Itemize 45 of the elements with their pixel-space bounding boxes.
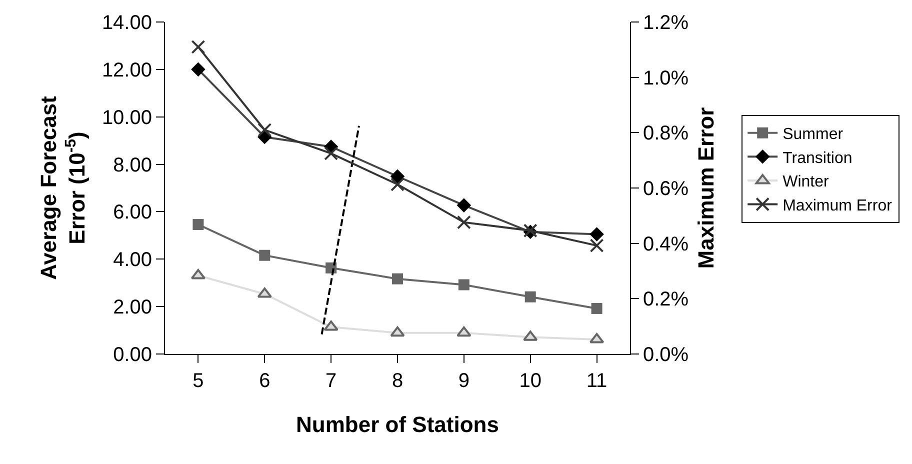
- y2-tick-label: 1.2%: [643, 12, 689, 34]
- x-tick-label: 6: [259, 370, 270, 392]
- point: [390, 326, 405, 337]
- y-tick-label: 6.00: [113, 202, 152, 224]
- point: [257, 288, 272, 298]
- y2-tick-label: 0.8%: [643, 122, 689, 145]
- y2-axis-title: Maximum Error: [694, 106, 719, 269]
- y2-tick-label: 1.0%: [643, 67, 689, 90]
- point: [458, 279, 470, 290]
- point: [324, 146, 338, 160]
- y-tick-label: 10.00: [102, 106, 152, 129]
- y2-tick-label: 0.6%: [643, 178, 689, 200]
- point: [259, 250, 270, 261]
- x-tick-label: 8: [392, 370, 404, 392]
- x-tick-label: 11: [586, 370, 608, 392]
- y-tick-label: 4.00: [113, 249, 152, 272]
- point: [524, 291, 536, 302]
- point: [591, 302, 602, 314]
- y2-tick-label: 0.0%: [643, 344, 689, 366]
- y-tick-label: 8.00: [113, 154, 152, 176]
- y-tick-label: 14.00: [102, 12, 152, 34]
- y-tick-label: 12.00: [102, 59, 152, 82]
- y-tick-label: 2.00: [113, 296, 152, 319]
- legend-label: Transition: [782, 150, 852, 167]
- point: [523, 330, 538, 341]
- point: [191, 40, 206, 54]
- y2-tick-label: 0.4%: [643, 233, 689, 256]
- point: [392, 273, 403, 284]
- point: [324, 320, 338, 331]
- point: [192, 219, 204, 230]
- legend-label: Winter: [782, 174, 830, 191]
- x-tick-label: 9: [458, 370, 470, 392]
- x-tick-label: 10: [519, 370, 542, 392]
- point: [590, 238, 604, 253]
- x-tick-label: 5: [192, 370, 204, 392]
- x-axis-title: Number of Stations: [296, 412, 499, 437]
- point: [456, 215, 471, 230]
- point: [390, 177, 404, 192]
- point: [258, 122, 272, 137]
- legend-label: Summer: [782, 126, 844, 144]
- point: [456, 326, 472, 337]
- x-tick-label: 7: [326, 370, 337, 392]
- y2-tick-label: 0.2%: [643, 288, 689, 311]
- legend-label: Maximum Error: [782, 198, 893, 214]
- y-tick-label: 0.00: [113, 344, 152, 366]
